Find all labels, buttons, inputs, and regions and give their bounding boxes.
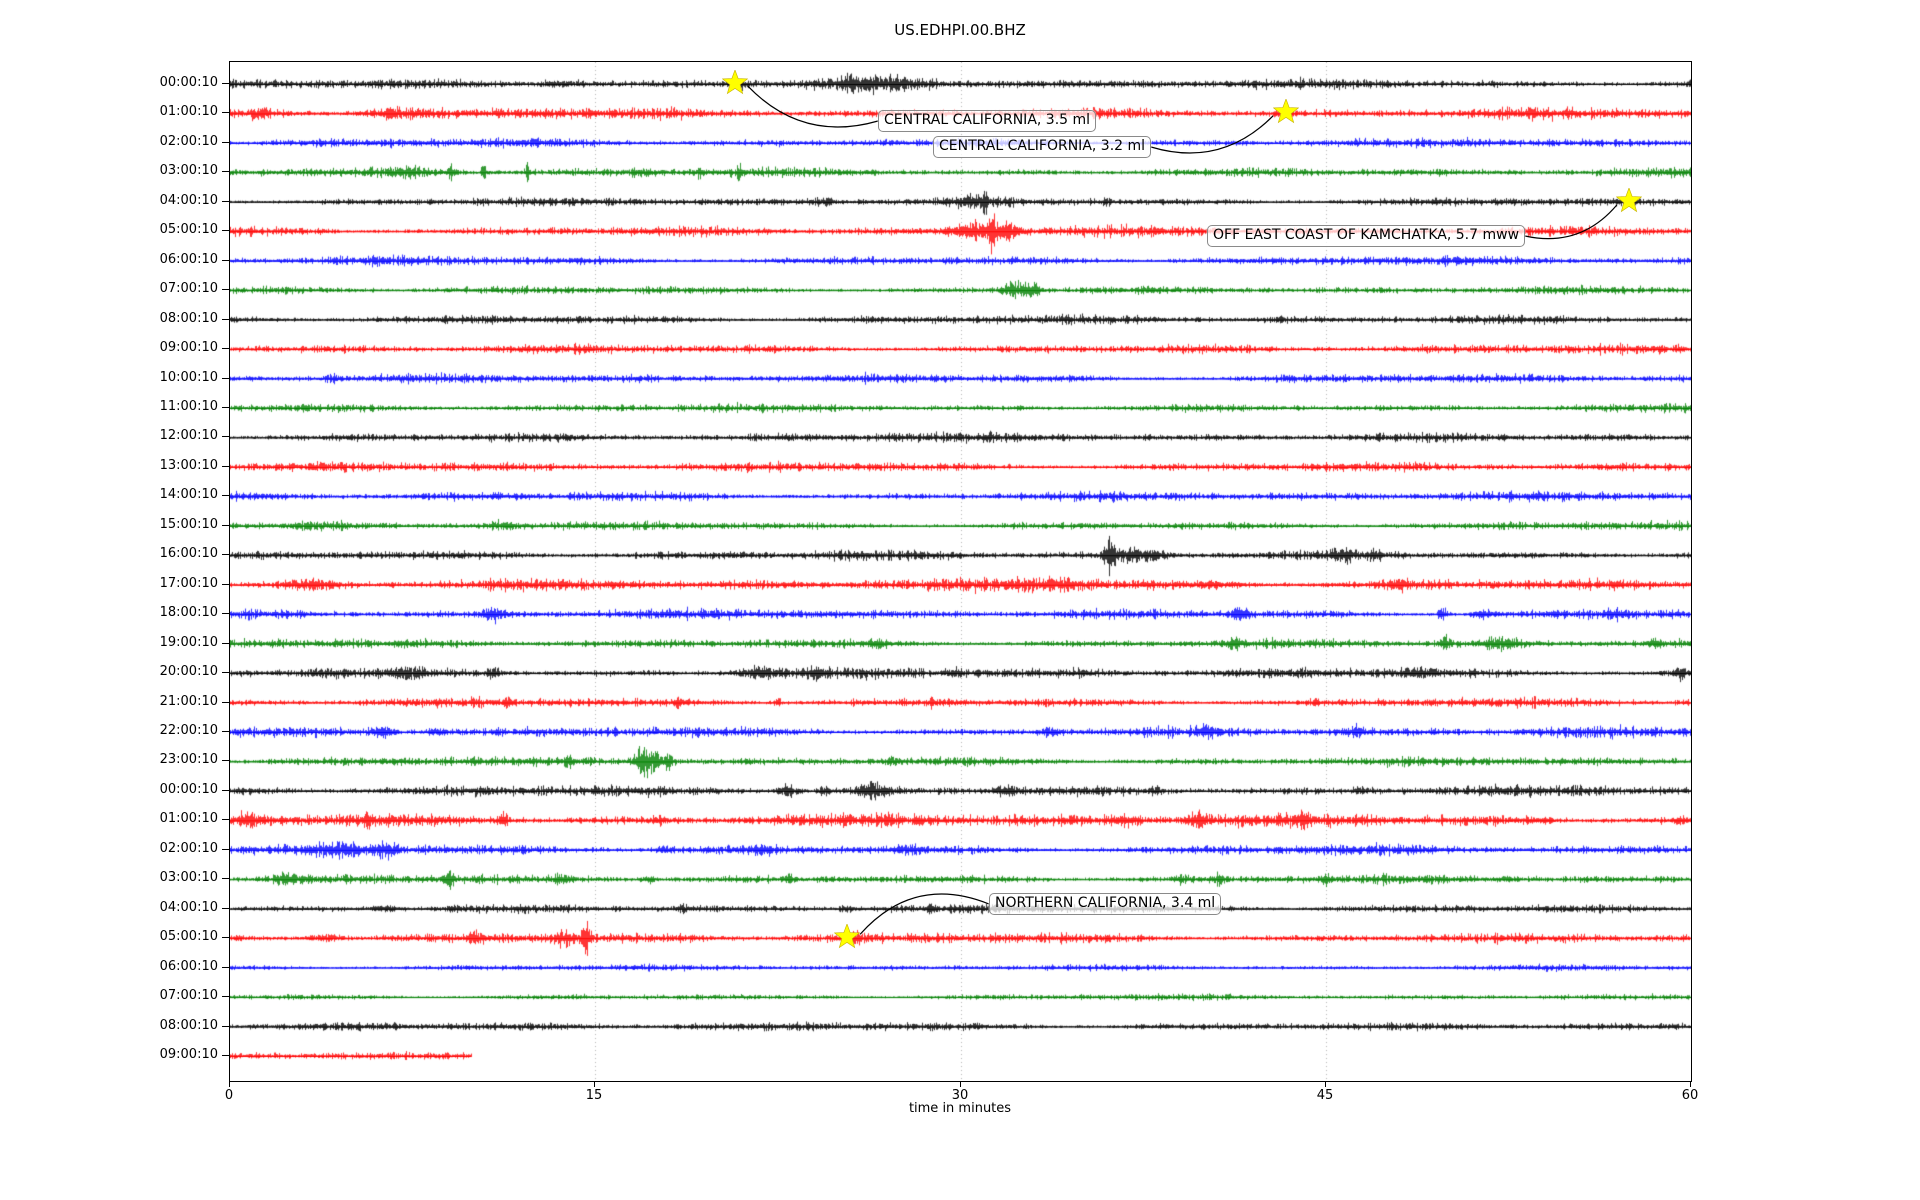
event-star-icon <box>722 69 749 96</box>
y-tick <box>222 878 229 879</box>
y-tick <box>222 378 229 379</box>
trace-row-label: 02:00:10 <box>159 840 218 856</box>
y-tick <box>222 83 229 84</box>
y-tick <box>222 495 229 496</box>
y-tick <box>222 996 229 997</box>
trace-row-label: 01:00:10 <box>159 811 218 827</box>
trace-row-label: 20:00:10 <box>159 664 218 680</box>
plot-area <box>229 61 1692 1082</box>
y-tick <box>222 525 229 526</box>
x-tick <box>594 1081 595 1087</box>
x-tick <box>1325 1081 1326 1087</box>
y-tick <box>222 436 229 437</box>
trace-row-label: 08:00:10 <box>159 1017 218 1033</box>
y-tick <box>222 819 229 820</box>
x-tick-label: 0 <box>224 1088 234 1103</box>
trace-row-label: 07:00:10 <box>159 281 218 297</box>
trace-row-label: 07:00:10 <box>159 988 218 1004</box>
y-tick <box>222 466 229 467</box>
trace-row-label: 11:00:10 <box>159 398 218 414</box>
y-tick <box>222 1026 229 1027</box>
event-star-icon <box>1615 186 1643 214</box>
trace-row-label: 23:00:10 <box>159 752 218 768</box>
y-tick <box>222 790 229 791</box>
trace-row-label: 04:00:10 <box>159 899 218 915</box>
trace-row-label: 01:00:10 <box>159 104 218 120</box>
y-tick <box>222 112 229 113</box>
y-tick <box>222 613 229 614</box>
annotation-label: OFF EAST COAST OF KAMCHATKA, 5.7 mww <box>1213 227 1520 243</box>
trace-row-label: 06:00:10 <box>159 251 218 267</box>
trace-row-label: 13:00:10 <box>159 457 218 473</box>
annotation-box: NORTHERN CALIFORNIA, 3.4 ml <box>989 893 1222 915</box>
trace-row-label: 03:00:10 <box>159 870 218 886</box>
annotation-box: CENTRAL CALIFORNIA, 3.2 ml <box>933 136 1152 158</box>
y-tick <box>222 643 229 644</box>
x-axis-label: time in minutes <box>908 1101 1012 1116</box>
annotation-label: CENTRAL CALIFORNIA, 3.2 ml <box>939 138 1146 154</box>
trace-row-label: 19:00:10 <box>159 634 218 650</box>
y-tick <box>222 849 229 850</box>
annotation-label: NORTHERN CALIFORNIA, 3.4 ml <box>995 895 1216 911</box>
y-tick <box>222 760 229 761</box>
trace-row-label: 22:00:10 <box>159 722 218 738</box>
y-tick <box>222 142 229 143</box>
y-tick <box>222 908 229 909</box>
trace-row-label: 21:00:10 <box>159 693 218 709</box>
trace-row-label: 15:00:10 <box>159 516 218 532</box>
annotation-box: CENTRAL CALIFORNIA, 3.5 ml <box>878 110 1097 132</box>
event-star-icon <box>834 923 861 950</box>
trace-row-label: 17:00:10 <box>159 575 218 591</box>
y-tick <box>222 407 229 408</box>
y-tick <box>222 672 229 673</box>
trace-row-label: 09:00:10 <box>159 340 218 356</box>
trace-row-label: 04:00:10 <box>159 192 218 208</box>
y-tick <box>222 584 229 585</box>
y-tick <box>222 554 229 555</box>
trace-row-label: 14:00:10 <box>159 487 218 503</box>
y-tick <box>222 319 229 320</box>
trace-row-label: 03:00:10 <box>159 163 218 179</box>
trace-row-label: 10:00:10 <box>159 369 218 385</box>
x-tick-label: 60 <box>1681 1088 1699 1103</box>
trace-row-label: 06:00:10 <box>159 958 218 974</box>
trace-row-label: 05:00:10 <box>159 222 218 238</box>
figure-title: US.EDHPI.00.BHZ <box>894 21 1026 39</box>
trace-row-label: 00:00:10 <box>159 75 218 90</box>
trace-row-label: 09:00:10 <box>159 1046 218 1062</box>
x-tick <box>1690 1081 1691 1087</box>
y-tick <box>222 702 229 703</box>
x-tick-label: 15 <box>585 1088 603 1103</box>
y-tick <box>222 731 229 732</box>
x-tick <box>960 1081 961 1087</box>
trace-row-label: 08:00:10 <box>159 310 218 326</box>
annotation-box: OFF EAST COAST OF KAMCHATKA, 5.7 mww <box>1207 225 1526 247</box>
seismogram-canvas <box>230 62 1691 1081</box>
y-tick <box>222 260 229 261</box>
y-tick <box>222 967 229 968</box>
x-tick-label: 45 <box>1316 1088 1334 1103</box>
x-tick-label: 30 <box>951 1088 969 1103</box>
trace-row-label: 16:00:10 <box>159 546 218 562</box>
trace-row-label: 00:00:10 <box>159 781 218 797</box>
trace-row-label: 12:00:10 <box>159 428 218 444</box>
annotation-label: CENTRAL CALIFORNIA, 3.5 ml <box>884 112 1091 128</box>
trace-row-label: 05:00:10 <box>159 929 218 945</box>
event-star-icon <box>1272 98 1300 125</box>
y-tick <box>222 289 229 290</box>
y-tick <box>222 348 229 349</box>
trace-row-label: 18:00:10 <box>159 605 218 621</box>
y-tick <box>222 171 229 172</box>
y-tick <box>222 937 229 938</box>
x-tick <box>229 1081 230 1087</box>
y-tick <box>222 1055 229 1056</box>
y-tick <box>222 230 229 231</box>
y-tick <box>222 201 229 202</box>
trace-row-label: 02:00:10 <box>159 133 218 149</box>
